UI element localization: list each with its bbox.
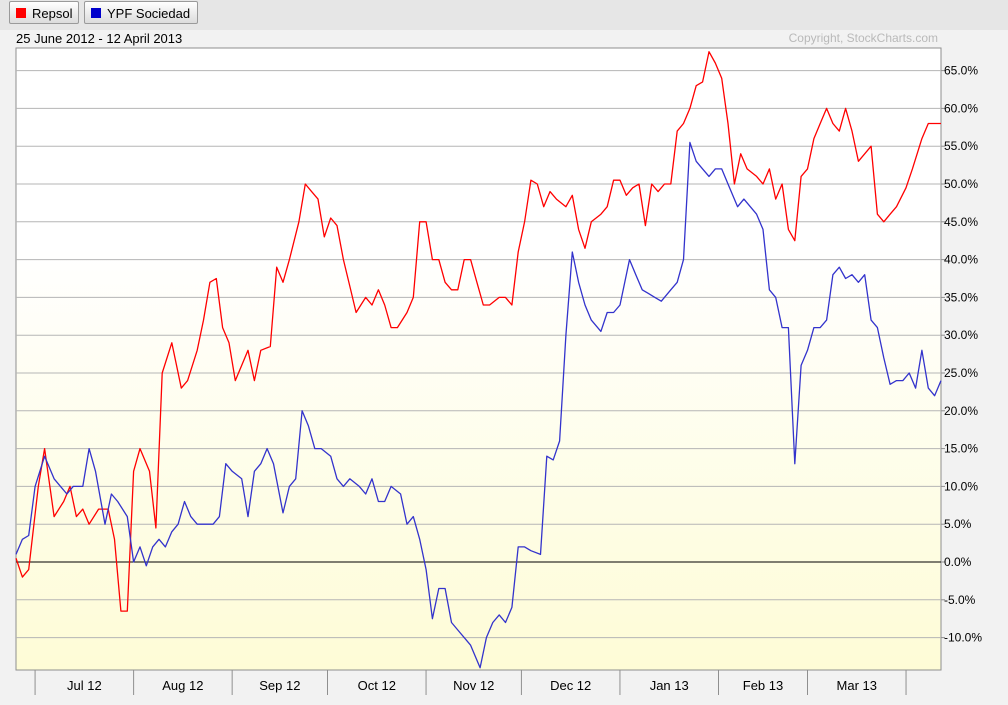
y-tick-label: 25.0% (944, 366, 978, 380)
y-tick-label: 35.0% (944, 290, 978, 304)
x-tick-label: Dec 12 (550, 678, 591, 693)
y-tick-label: 30.0% (944, 328, 978, 342)
y-tick-label: 50.0% (944, 177, 978, 191)
copyright-notice: Copyright, StockCharts.com (788, 31, 938, 45)
legend-item-ypf[interactable]: YPF Sociedad (84, 1, 198, 24)
y-tick-label: 65.0% (944, 64, 978, 78)
y-tick-label: 60.0% (944, 101, 978, 115)
y-tick-label: 0.0% (944, 555, 972, 569)
legend-label-repsol: Repsol (32, 6, 73, 21)
x-tick-label: Oct 12 (358, 678, 396, 693)
y-tick-label: -5.0% (944, 593, 976, 607)
x-tick-label: Jul 12 (67, 678, 102, 693)
series-line-ypf-sociedad (15, 141, 942, 669)
y-tick-label: 45.0% (944, 215, 978, 229)
series-line-repsol (15, 51, 941, 612)
plot-background (15, 47, 942, 671)
x-tick-label: Nov 12 (453, 678, 494, 693)
x-tick-label: Aug 12 (162, 678, 203, 693)
x-tick-label: Sep 12 (259, 678, 300, 693)
x-tick-label: Jan 13 (650, 678, 689, 693)
y-tick-label: 55.0% (944, 139, 978, 153)
y-tick-label: 40.0% (944, 253, 978, 267)
legend-item-repsol[interactable]: Repsol (9, 1, 79, 24)
legend-bar: Repsol YPF Sociedad (0, 0, 1008, 30)
y-tick-label: 15.0% (944, 442, 978, 456)
legend-swatch-ypf (91, 8, 101, 18)
x-tick-label: Feb 13 (743, 678, 783, 693)
y-tick-label: 5.0% (944, 517, 972, 531)
y-tick-label: -10.0% (944, 631, 982, 645)
date-range: 25 June 2012 - 12 April 2013 (16, 31, 183, 46)
x-tick-label: Mar 13 (837, 678, 877, 693)
legend-label-ypf: YPF Sociedad (107, 6, 191, 21)
y-tick-label: 10.0% (944, 479, 978, 493)
y-tick-label: 20.0% (944, 404, 978, 418)
legend-swatch-repsol (16, 8, 26, 18)
